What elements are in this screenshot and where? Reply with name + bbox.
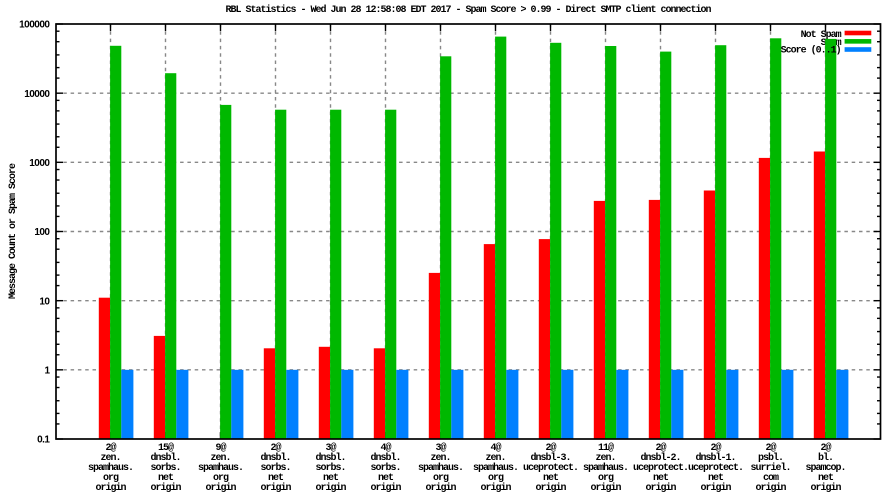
svg-text:net: net [818, 473, 834, 484]
svg-text:origin: origin [315, 482, 346, 494]
svg-text:2@: 2@ [765, 442, 776, 454]
svg-text:4@: 4@ [380, 442, 391, 454]
svg-text:zen.: zen. [430, 453, 450, 464]
svg-text:sorbs.: sorbs. [150, 462, 180, 474]
svg-text:zen.: zen. [210, 453, 230, 464]
svg-text:surriel.: surriel. [750, 462, 790, 474]
svg-text:net: net [378, 473, 394, 484]
svg-text:dnsbl-1.: dnsbl-1. [695, 452, 735, 464]
svg-text:1000: 1000 [29, 158, 50, 169]
svg-text:2@: 2@ [545, 442, 556, 454]
svg-text:dnsbl-2.: dnsbl-2. [640, 452, 680, 464]
svg-text:sorbs.: sorbs. [315, 462, 345, 474]
svg-text:dnsbl.: dnsbl. [370, 452, 400, 464]
svg-text:origin: origin [645, 482, 676, 494]
svg-text:origin: origin [95, 482, 126, 494]
svg-text:100000: 100000 [19, 20, 50, 31]
svg-text:Score (0..1): Score (0..1) [781, 45, 841, 57]
svg-text:org: org [488, 473, 504, 484]
svg-text:2@: 2@ [270, 442, 281, 454]
svg-text:2@: 2@ [710, 442, 721, 454]
svg-text:uceprotect.: uceprotect. [523, 463, 578, 474]
svg-text:RBL Statistics - Wed Jun 28 12: RBL Statistics - Wed Jun 28 12:58:08 EDT… [225, 4, 711, 16]
svg-text:spamcop.: spamcop. [805, 463, 845, 474]
svg-text:org: org [433, 473, 449, 484]
svg-text:4@: 4@ [490, 442, 501, 454]
svg-text:origin: origin [755, 482, 786, 494]
svg-text:org: org [598, 473, 614, 484]
svg-text:origin: origin [535, 482, 566, 494]
svg-text:2@: 2@ [105, 442, 116, 454]
svg-text:net: net [158, 473, 174, 484]
svg-text:org: org [213, 473, 229, 484]
svg-text:10000: 10000 [24, 89, 50, 100]
svg-text:origin: origin [425, 482, 456, 494]
svg-text:net: net [543, 473, 559, 484]
svg-text:3@: 3@ [325, 442, 336, 454]
svg-text:origin: origin [150, 482, 181, 494]
svg-text:sorbs.: sorbs. [370, 462, 400, 474]
svg-text:2@: 2@ [655, 442, 666, 454]
svg-text:com: com [763, 473, 779, 484]
svg-text:origin: origin [205, 482, 236, 494]
svg-text:spamhaus.: spamhaus. [418, 462, 463, 474]
svg-text:15@: 15@ [158, 442, 174, 454]
svg-text:2@: 2@ [820, 442, 831, 454]
svg-text:spamhaus.: spamhaus. [583, 462, 628, 474]
svg-text:dnsbl-3.: dnsbl-3. [530, 452, 570, 464]
svg-text:dnsbl.: dnsbl. [260, 452, 290, 464]
svg-text:11@: 11@ [598, 442, 614, 454]
svg-text:net: net [653, 473, 669, 484]
svg-text:bl.: bl. [818, 452, 833, 464]
svg-text:1: 1 [44, 365, 50, 376]
svg-text:origin: origin [810, 482, 841, 494]
svg-text:10: 10 [39, 296, 50, 307]
svg-text:0.1: 0.1 [37, 435, 50, 446]
svg-text:zen.: zen. [485, 453, 505, 464]
svg-text:3@: 3@ [435, 442, 446, 454]
svg-text:origin: origin [370, 482, 401, 494]
svg-text:uceprotect.: uceprotect. [633, 463, 688, 474]
svg-text:org: org [103, 473, 119, 484]
svg-text:spamhaus.: spamhaus. [473, 462, 518, 474]
svg-text:sorbs.: sorbs. [260, 462, 290, 474]
svg-text:Not Spam: Not Spam [801, 30, 842, 41]
svg-text:origin: origin [700, 482, 731, 494]
svg-text:Message Count or Spam Score: Message Count or Spam Score [8, 163, 19, 299]
svg-text:uceprotect.: uceprotect. [688, 463, 743, 474]
svg-text:origin: origin [480, 482, 511, 494]
svg-text:net: net [268, 473, 284, 484]
svg-text:100: 100 [34, 227, 50, 238]
svg-text:net: net [323, 473, 339, 484]
svg-text:9@: 9@ [215, 442, 226, 454]
svg-text:dnsbl.: dnsbl. [315, 452, 345, 464]
svg-text:psbl.: psbl. [758, 452, 783, 464]
svg-text:spamhaus.: spamhaus. [88, 462, 133, 474]
svg-text:spamhaus.: spamhaus. [198, 462, 243, 474]
svg-text:zen.: zen. [100, 453, 120, 464]
svg-text:origin: origin [590, 482, 621, 494]
svg-text:zen.: zen. [595, 453, 615, 464]
svg-text:origin: origin [260, 482, 291, 494]
svg-text:dnsbl.: dnsbl. [150, 452, 180, 464]
svg-text:net: net [708, 473, 724, 484]
